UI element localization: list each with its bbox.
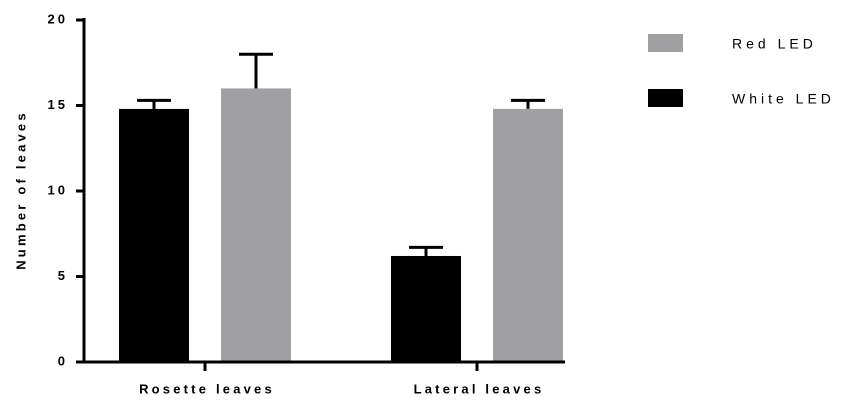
legend-label-0: White LED	[732, 91, 835, 107]
bars-layer	[119, 52, 563, 363]
legend-label-1: Red LED	[732, 36, 817, 52]
legend: Red LED White LED	[648, 34, 835, 107]
y-tick-label-2: 10	[48, 182, 68, 197]
y-tick-label-0: 0	[58, 353, 68, 368]
y-tick-label-4: 20	[48, 11, 68, 26]
y-axis-title: Number of leaves	[13, 110, 28, 270]
x-tick-label-1: Lateral leaves	[414, 381, 545, 396]
bar-0-1	[221, 88, 291, 363]
ticks-layer: 0 5 10 15 20 Rosette leaves Lateral leaves	[48, 11, 545, 396]
y-tick-label-3: 15	[48, 97, 68, 112]
y-tick-label-1: 5	[58, 268, 68, 283]
bar-1-0	[391, 255, 461, 362]
legend-swatch-1	[648, 34, 683, 52]
bar-0-0	[119, 108, 189, 362]
legend-swatch-0	[648, 89, 683, 107]
x-tick-label-0: Rosette leaves	[139, 381, 275, 396]
bar-1-1	[493, 108, 563, 362]
